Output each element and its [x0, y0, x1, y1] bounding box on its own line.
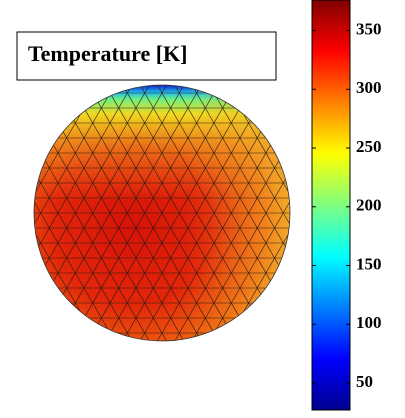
mesh-line — [161, 85, 290, 289]
tick-label: 100 — [356, 313, 382, 332]
colorbar-scale — [311, 0, 351, 411]
tick-label: 250 — [356, 137, 382, 156]
tick-label: 150 — [356, 254, 382, 273]
mesh-line — [57, 122, 189, 341]
mesh-line — [200, 160, 290, 341]
sphere-outline — [33, 84, 291, 342]
mesh-line — [34, 137, 163, 341]
mesh-line — [34, 85, 163, 289]
tick-label: 50 — [356, 372, 373, 391]
mesh-line — [83, 92, 215, 319]
mesh-line — [109, 107, 241, 334]
tick-label: 300 — [356, 78, 382, 97]
tick-label: 200 — [356, 196, 382, 215]
mesh-line — [96, 100, 228, 326]
colorbar: 50 100 150 200 250 300 350 — [311, 0, 382, 411]
sphere — [33, 84, 291, 342]
tick-label: 350 — [356, 19, 382, 38]
chart-title: Temperature [K] — [28, 41, 187, 66]
mesh — [34, 85, 290, 341]
mesh-line — [109, 92, 241, 319]
mesh-line — [174, 145, 290, 341]
mesh-line — [161, 137, 290, 341]
mesh-line — [57, 85, 189, 304]
mesh-line — [83, 107, 215, 334]
mesh-line — [148, 130, 280, 341]
mesh-line — [34, 85, 124, 266]
title-box — [16, 31, 277, 81]
mesh-line — [135, 85, 267, 304]
mesh-line — [122, 115, 254, 341]
mesh-line — [135, 122, 267, 341]
mesh-line — [34, 85, 150, 281]
mesh-line — [70, 85, 202, 311]
mesh-line — [44, 85, 176, 296]
